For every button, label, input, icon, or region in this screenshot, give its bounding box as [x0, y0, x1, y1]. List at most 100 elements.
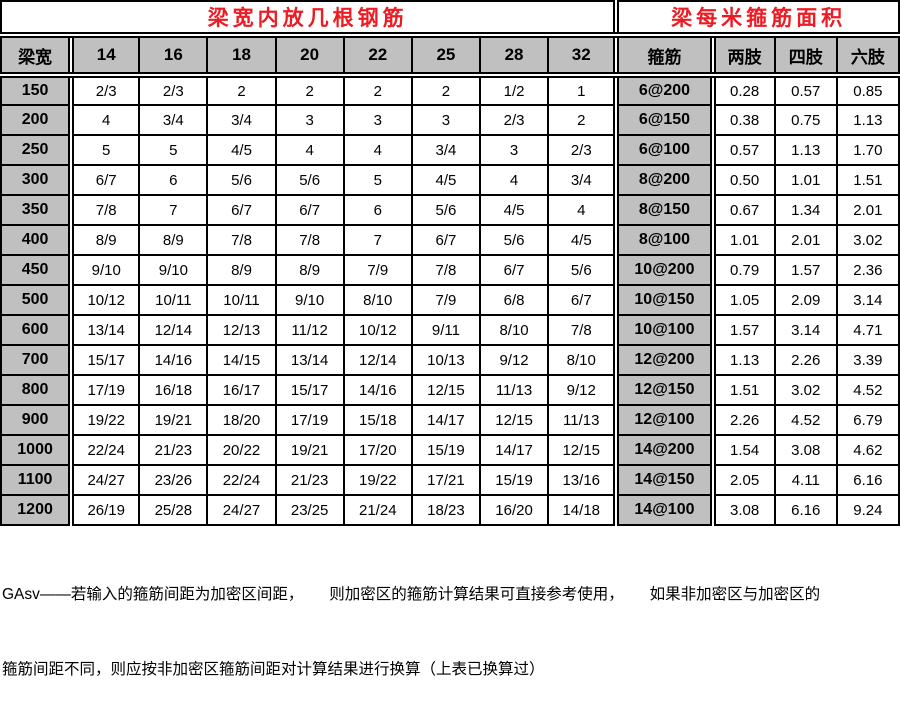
bar-count-cell: 14/16 — [342, 374, 413, 406]
bar-count-cell: 9/10 — [274, 284, 345, 316]
column-header-两肢: 两肢 — [709, 34, 776, 78]
table-row: 400 8/9 8/9 7/8 7/8 7 6/7 5/6 4/5 8@100 1.01 2.01 3.… — [0, 224, 900, 256]
stirrup-spec-cell: 12@100 — [613, 404, 714, 436]
bar-count-cell: 24/27 — [206, 494, 277, 526]
bar-count-cell: 5 — [342, 164, 413, 196]
bar-count-cell: 2/3 — [547, 134, 618, 166]
stirrup-area-cell: 1.01 — [773, 164, 838, 196]
column-header-14: 14 — [68, 34, 141, 78]
bar-count-cell: 11/13 — [547, 404, 618, 436]
bar-count-cell: 15/17 — [274, 374, 345, 406]
bar-count-cell: 8/9 — [138, 224, 209, 256]
stirrup-area-cell: 0.57 — [773, 74, 838, 106]
stirrup-area-cell: 4.71 — [835, 314, 900, 346]
stirrup-area-cell: 1.51 — [709, 374, 776, 406]
stirrup-area-cell: 0.57 — [709, 134, 776, 166]
stirrup-area-cell: 1.13 — [773, 134, 838, 166]
bar-count-cell: 3/4 — [206, 104, 277, 136]
beam-width-cell: 700 — [0, 344, 73, 376]
bar-count-cell: 3/4 — [410, 134, 481, 166]
bar-count-cell: 3 — [342, 104, 413, 136]
bar-count-cell: 16/18 — [138, 374, 209, 406]
stirrup-area-cell: 0.85 — [835, 74, 900, 106]
bar-count-cell: 14/16 — [138, 344, 209, 376]
bar-count-cell: 6/8 — [478, 284, 550, 316]
bar-count-cell: 11/12 — [274, 314, 345, 346]
bar-count-cell: 2/3 — [138, 74, 209, 106]
bar-count-cell: 4 — [547, 194, 618, 226]
bar-count-cell: 2 — [206, 74, 277, 106]
table-row: 1100 24/27 23/26 22/24 21/23 19/22 17/21 15/19 1… — [0, 464, 900, 496]
bar-count-cell: 15/19 — [410, 434, 481, 466]
bar-count-cell: 5 — [138, 134, 209, 166]
column-header-22: 22 — [342, 34, 413, 78]
column-header-32: 32 — [547, 34, 618, 78]
stirrup-area-cell: 3.08 — [709, 494, 776, 526]
stirrup-area-cell: 1.57 — [773, 254, 838, 286]
bar-count-cell: 18/20 — [206, 404, 277, 436]
table-row: 300 6/7 6 5/6 5/6 5 4/5 4 3/4 8@200 0.50 1.01 1.51 — [0, 164, 900, 196]
bar-count-cell: 6/7 — [274, 194, 345, 226]
bar-count-cell: 17/19 — [68, 374, 141, 406]
bar-count-cell: 10/12 — [68, 284, 141, 316]
bar-count-cell: 7 — [138, 194, 209, 226]
stirrup-spec-cell: 12@200 — [613, 344, 714, 376]
stirrup-area-cell: 0.28 — [709, 74, 776, 106]
table-row: 1000 22/24 21/23 20/22 19/21 17/20 15/19 14/17 1… — [0, 434, 900, 466]
bar-count-cell: 23/26 — [138, 464, 209, 496]
bar-count-cell: 10/11 — [206, 284, 277, 316]
bar-count-cell: 8/9 — [206, 254, 277, 286]
stirrup-area-cell: 6.79 — [835, 404, 900, 436]
bar-count-cell: 5/6 — [274, 164, 345, 196]
stirrup-spec-cell: 6@200 — [613, 74, 714, 106]
stirrup-area-cell: 0.67 — [709, 194, 776, 226]
stirrup-area-cell: 2.36 — [835, 254, 900, 286]
bar-count-cell: 20/22 — [206, 434, 277, 466]
stirrup-spec-cell: 14@100 — [613, 494, 714, 526]
bar-count-cell: 6/7 — [547, 284, 618, 316]
bar-count-cell: 4 — [342, 134, 413, 166]
bar-count-cell: 3 — [274, 104, 345, 136]
bar-count-cell: 23/25 — [274, 494, 345, 526]
bar-count-cell: 12/14 — [342, 344, 413, 376]
bar-count-cell: 24/27 — [68, 464, 141, 496]
bar-count-cell: 18/23 — [410, 494, 481, 526]
bar-count-cell: 7/9 — [410, 284, 481, 316]
bar-count-cell: 4/5 — [410, 164, 481, 196]
stirrup-area-cell: 2.01 — [773, 224, 838, 256]
bar-count-cell: 13/14 — [274, 344, 345, 376]
bar-count-cell: 2/3 — [68, 74, 141, 106]
bar-count-cell: 7/9 — [342, 254, 413, 286]
bar-count-cell: 4 — [274, 134, 345, 166]
table-row: 500 10/12 10/11 10/11 9/10 8/10 7/9 6/8 6/7 10@15… — [0, 284, 900, 316]
column-header-25: 25 — [410, 34, 481, 78]
bar-count-cell: 4/5 — [547, 224, 618, 256]
beam-width-cell: 300 — [0, 164, 73, 196]
beam-width-cell: 600 — [0, 314, 73, 346]
bar-count-cell: 6/7 — [68, 164, 141, 196]
bar-count-cell: 12/15 — [478, 404, 550, 436]
stirrup-area-cell: 2.26 — [709, 404, 776, 436]
bar-count-cell: 6/7 — [410, 224, 481, 256]
bar-count-cell: 10/11 — [138, 284, 209, 316]
bar-count-cell: 4/5 — [206, 134, 277, 166]
beam-width-cell: 150 — [0, 74, 73, 106]
bar-count-cell: 12/15 — [410, 374, 481, 406]
beam-width-cell: 1100 — [0, 464, 73, 496]
column-header-28: 28 — [478, 34, 550, 78]
stirrup-area-cell: 3.39 — [835, 344, 900, 376]
stirrup-area-cell: 9.24 — [835, 494, 900, 526]
column-header-18: 18 — [206, 34, 277, 78]
bar-count-cell: 26/19 — [68, 494, 141, 526]
stirrup-spec-cell: 10@100 — [613, 314, 714, 346]
bar-count-cell: 9/10 — [68, 254, 141, 286]
table-row: 200 4 3/4 3/4 3 3 3 2/3 2 6@150 0.38 0.75 1.13 — [0, 104, 900, 136]
table-body: 150 2/3 2/3 2 2 2 2 1/2 1 6@200 0.28 0.57 0.85 200 4 3/… — [0, 74, 900, 526]
column-header-六肢: 六肢 — [835, 34, 900, 78]
bar-count-cell: 22/24 — [68, 434, 141, 466]
bar-count-cell: 17/21 — [410, 464, 481, 496]
stirrup-area-cell: 4.62 — [835, 434, 900, 466]
bar-count-cell: 7/8 — [274, 224, 345, 256]
column-header-beam-width: 梁宽 — [0, 34, 73, 78]
bar-count-cell: 9/12 — [547, 374, 618, 406]
